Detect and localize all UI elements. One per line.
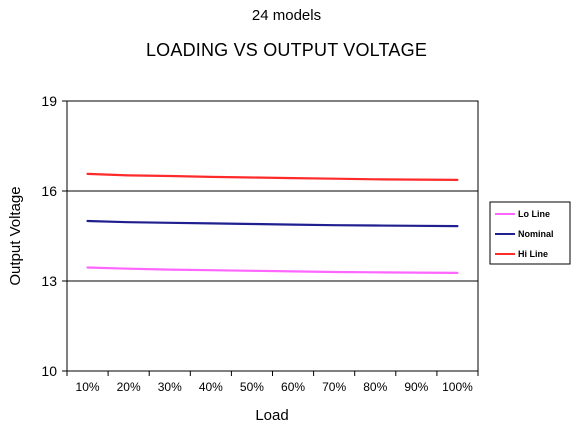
legend-label: Nominal <box>518 229 554 239</box>
series-line-hi-line <box>86 172 459 181</box>
plot-area <box>66 100 479 372</box>
series-line-lo-line <box>86 266 459 274</box>
y-tick-label: 13 <box>41 273 57 289</box>
x-tick-label: 10% <box>76 380 100 394</box>
chart-subtitle: 24 models <box>251 7 322 24</box>
gridlines <box>67 190 478 282</box>
x-tick-label: 60% <box>281 380 305 394</box>
x-tick-label: 80% <box>363 380 387 394</box>
x-tick-label: 90% <box>404 380 428 394</box>
legend-label: Hi Line <box>518 249 548 259</box>
x-tick-label: 40% <box>199 380 223 394</box>
series-line-nominal <box>86 219 459 228</box>
x-axis-label: Load <box>255 407 288 424</box>
x-tick-label: 20% <box>117 380 141 394</box>
y-axis: 10 13 16 19 <box>41 93 67 379</box>
x-tick-label: 100% <box>442 380 473 394</box>
y-tick-label: 16 <box>41 183 57 199</box>
x-tick-label: 50% <box>240 380 264 394</box>
y-axis-label: Output Voltage <box>7 186 24 285</box>
y-tick-label: 19 <box>41 93 57 109</box>
x-tick-label: 30% <box>158 380 182 394</box>
legend-label: Lo Line <box>518 209 550 219</box>
chart-title: LOADING VS OUTPUT VOLTAGE <box>145 40 428 60</box>
x-axis: 10% 20% 30% 40% 50% 60% 70% 80% 90% 100% <box>66 371 479 394</box>
series-lines <box>86 172 459 274</box>
legend: Lo Line Nominal Hi Line <box>489 201 571 265</box>
x-tick-label: 70% <box>322 380 346 394</box>
y-tick-label: 10 <box>41 363 57 379</box>
